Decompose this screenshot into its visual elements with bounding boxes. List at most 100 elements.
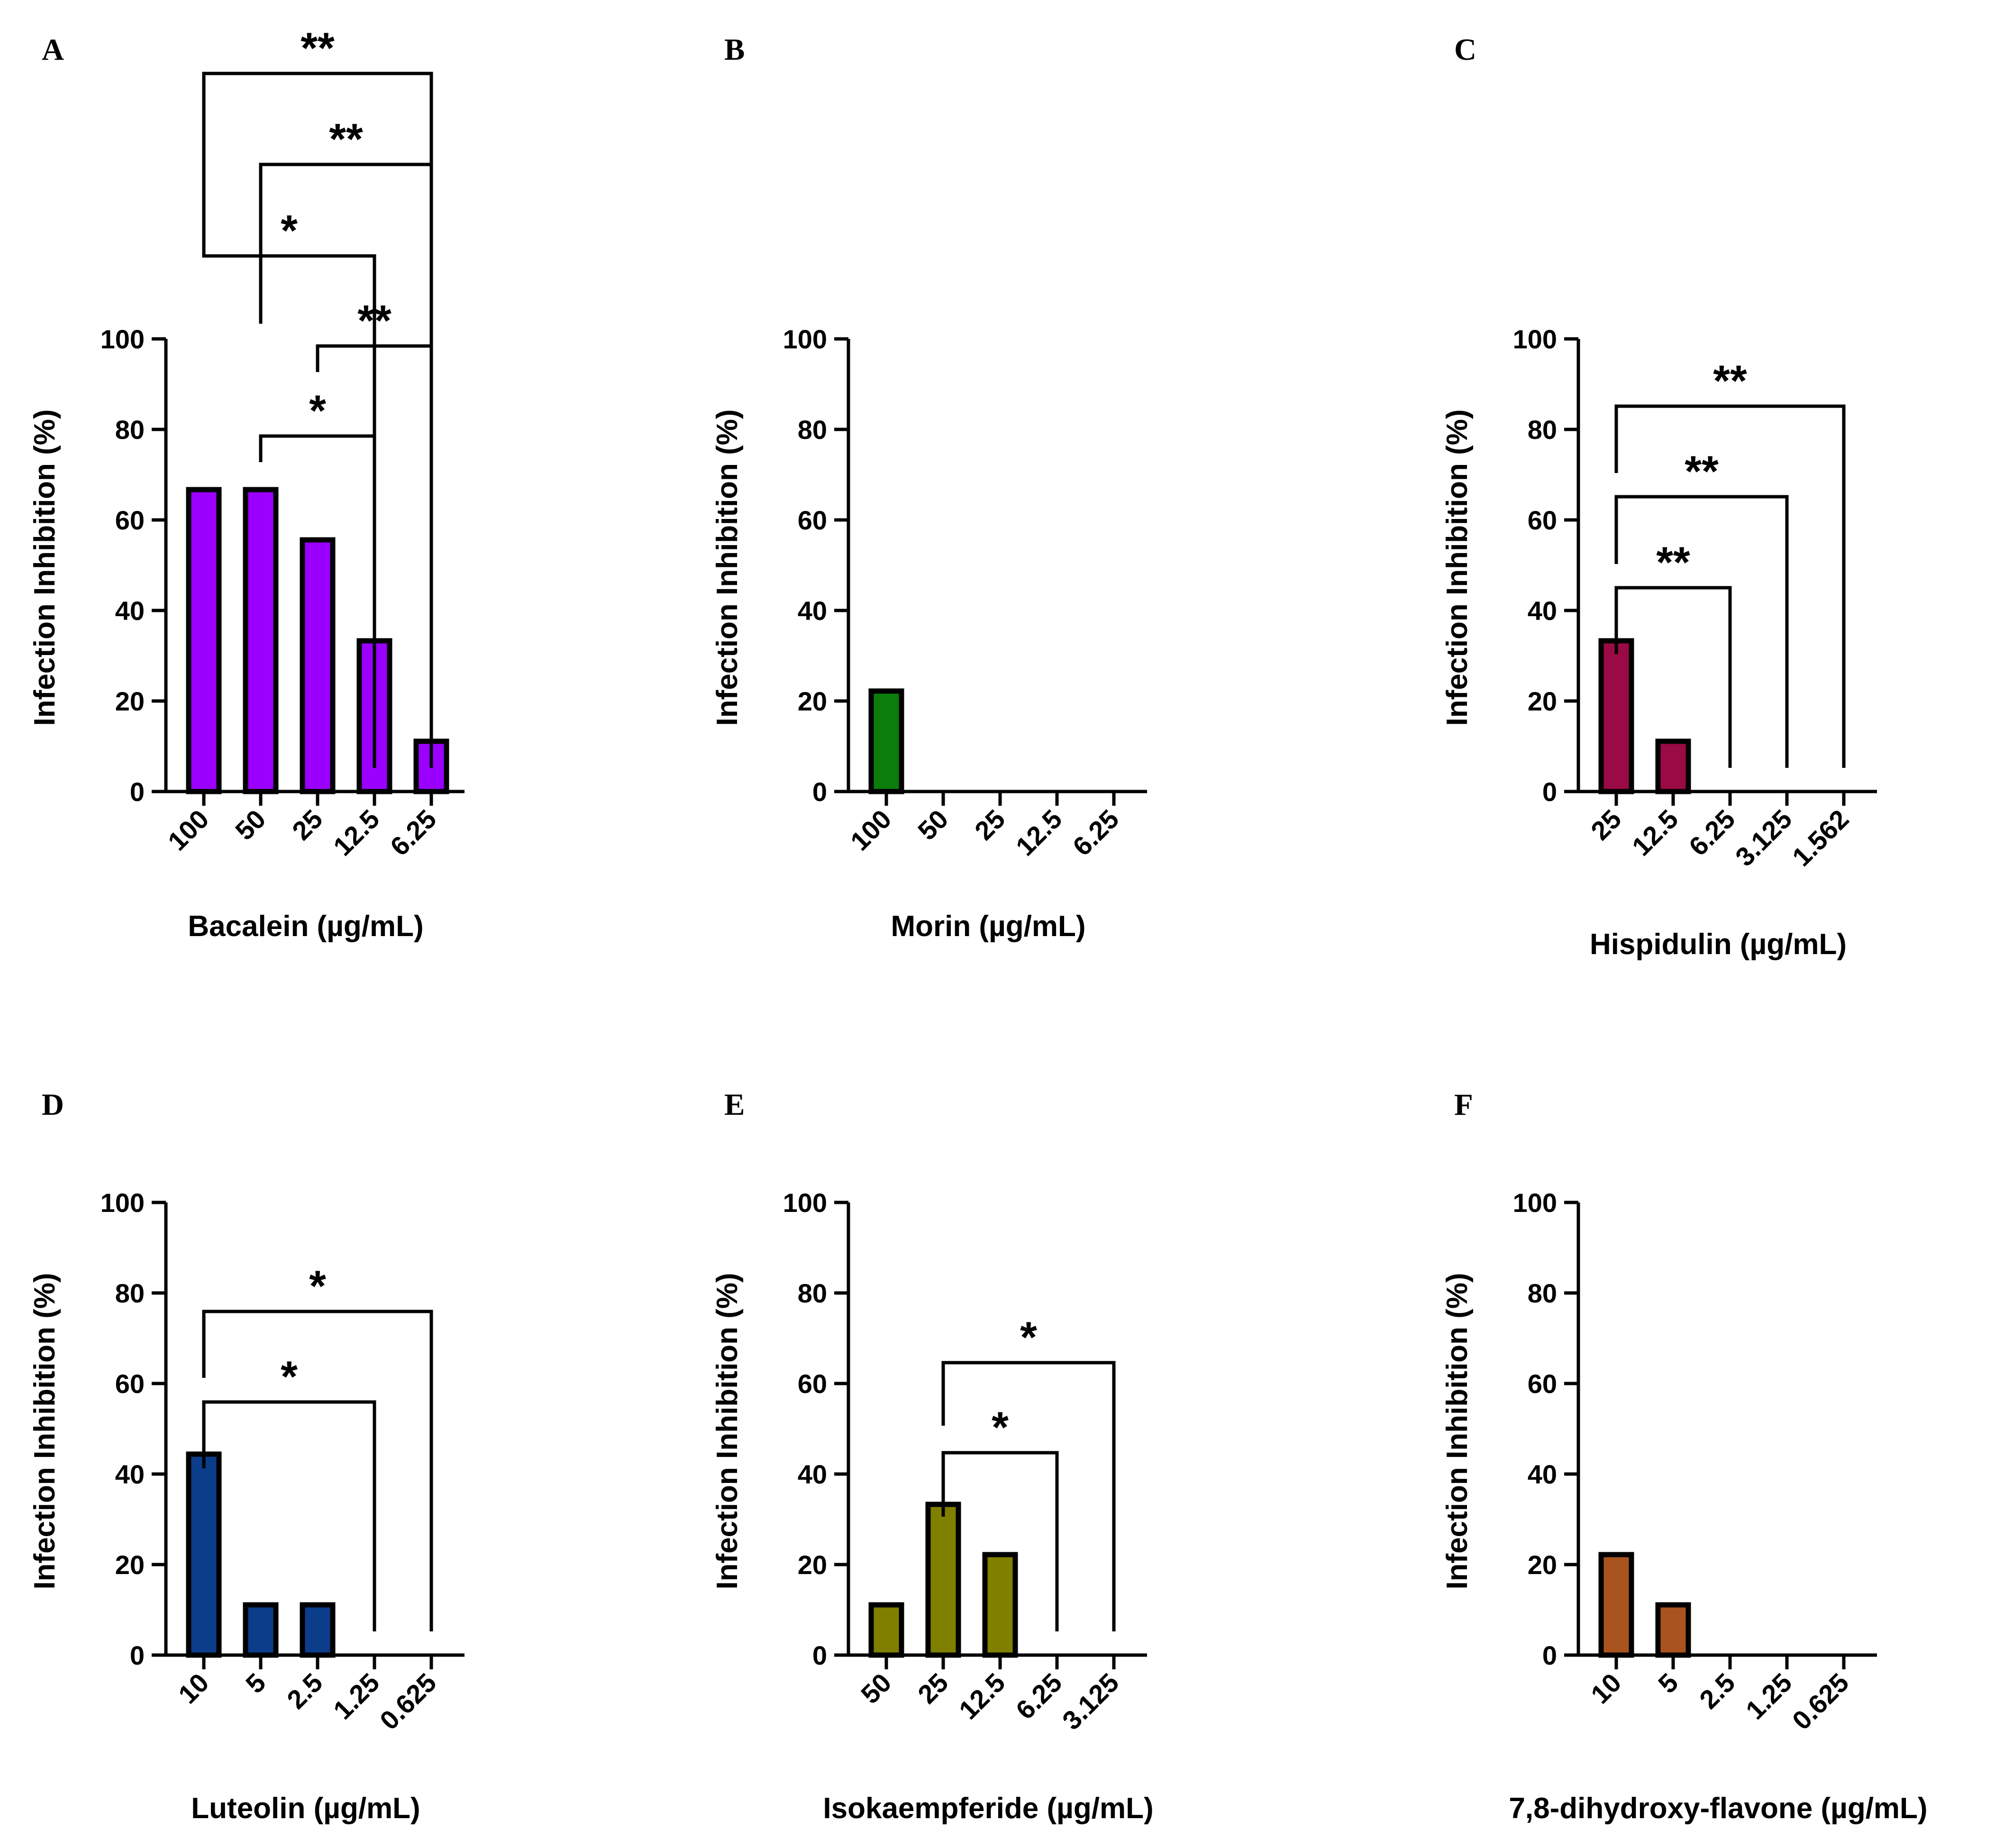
y-tick-label: 20 <box>1528 1550 1557 1580</box>
x-tick-label: 25 <box>1585 804 1627 846</box>
panel-letter: E <box>724 1088 745 1122</box>
x-tick-label: 25 <box>286 804 328 846</box>
y-tick-label: 60 <box>115 505 145 535</box>
x-axis-title: Bacalein (µg/mL) <box>188 910 423 943</box>
x-tick-label: 6.25 <box>384 804 442 862</box>
x-tick-label: 5 <box>1652 1667 1684 1699</box>
significance-bracket <box>1614 586 1732 768</box>
y-tick-label: 20 <box>798 1550 827 1580</box>
y-tick-label: 40 <box>1528 596 1557 626</box>
significance-label: ** <box>1713 357 1747 405</box>
y-tick-label: 80 <box>798 415 827 445</box>
bar <box>982 1552 1018 1658</box>
panel-letter: B <box>724 33 745 67</box>
y-tick-label: 20 <box>115 1550 145 1580</box>
y-tick-label: 40 <box>1528 1459 1557 1489</box>
x-tick-label: 50 <box>855 1667 897 1710</box>
y-tick-label: 100 <box>100 1188 145 1218</box>
y-tick-label: 60 <box>115 1369 145 1399</box>
x-tick-label: 6.25 <box>1067 804 1125 862</box>
x-tick-label: 3.125 <box>1730 804 1798 872</box>
chart-panel-e: E 0 20 40 60 80 100 Infection Inhibition (%) 50 2… <box>711 1088 1154 1825</box>
chart-panel-f: F 0 20 40 60 80 100 Infection Inhibition (%) 10 5… <box>1441 1088 1928 1825</box>
bar <box>300 1602 336 1658</box>
x-tick-label: 12.5 <box>1010 804 1068 862</box>
x-axis-title: Morin (µg/mL) <box>891 910 1085 943</box>
bar <box>186 1451 222 1658</box>
significance-label: * <box>309 1262 326 1311</box>
bar <box>1598 638 1634 794</box>
bar <box>243 1602 279 1658</box>
y-tick-label: 0 <box>130 1640 145 1670</box>
y-tick-label: 20 <box>798 686 827 716</box>
y-tick-label: 60 <box>1528 505 1557 535</box>
significance-bracket <box>316 344 433 768</box>
x-tick-label: 100 <box>845 804 897 856</box>
significance-bracket <box>259 434 376 768</box>
y-tick-label: 0 <box>812 777 827 807</box>
significance-label: ** <box>1656 538 1690 587</box>
chart-panel-a: A 0 20 40 60 80 100 Infection Inhibition (%) 100… <box>28 24 465 943</box>
bar <box>868 1602 904 1658</box>
x-tick-label: 2.5 <box>281 1667 328 1715</box>
bar <box>868 688 904 794</box>
y-tick-label: 0 <box>130 777 145 807</box>
significance-label: * <box>281 1353 298 1401</box>
significance-bracket <box>1614 404 1846 768</box>
significance-bracket <box>202 1400 376 1631</box>
y-axis-title: Infection Inhibition (%) <box>1441 409 1474 726</box>
x-tick-label: 2.5 <box>1694 1667 1741 1715</box>
y-tick-label: 0 <box>1542 777 1557 807</box>
x-tick-label: 100 <box>162 804 215 856</box>
y-axis-title: Infection Inhibition (%) <box>711 1273 744 1589</box>
chart-panel-b: B 0 20 40 60 80 100 Infection Inhibition (%) 100… <box>711 33 1147 943</box>
y-tick-label: 80 <box>1528 415 1557 445</box>
x-tick-label: 10 <box>173 1667 215 1710</box>
y-tick-label: 100 <box>1513 1188 1557 1218</box>
bar <box>1655 738 1691 794</box>
x-tick-label: 12.5 <box>328 804 385 862</box>
y-tick-label: 80 <box>115 415 145 445</box>
x-tick-label: 10 <box>1585 1667 1627 1710</box>
panel-letter: C <box>1454 33 1476 67</box>
significance-bracket <box>1614 495 1789 768</box>
x-axis-title: Hispidulin (µg/mL) <box>1590 928 1847 961</box>
x-tick-label: 0.625 <box>374 1667 442 1736</box>
significance-label: ** <box>329 115 363 164</box>
x-tick-label: 0.625 <box>1786 1667 1855 1736</box>
panel-letter: D <box>42 1088 64 1122</box>
y-tick-label: 60 <box>1528 1369 1557 1399</box>
y-tick-label: 0 <box>812 1640 827 1670</box>
y-tick-label: 100 <box>783 324 827 354</box>
y-tick-label: 20 <box>115 686 145 716</box>
chart-panel-d: D 0 20 40 60 80 100 Infection Inhibition (%) 10 5… <box>28 1088 465 1825</box>
significance-label: * <box>281 207 298 255</box>
y-tick-label: 40 <box>115 1459 145 1489</box>
bar <box>300 537 336 794</box>
significance-label: ** <box>357 297 392 345</box>
panel-letter: A <box>42 33 64 67</box>
bar <box>1655 1602 1691 1658</box>
significance-bracket <box>202 233 376 768</box>
y-axis-title: Infection Inhibition (%) <box>28 409 61 726</box>
y-tick-label: 60 <box>798 1369 827 1399</box>
x-axis-title: 7,8-dihydroxy-flavone (µg/mL) <box>1509 1792 1927 1825</box>
y-tick-label: 100 <box>783 1188 827 1218</box>
significance-label: * <box>992 1403 1009 1452</box>
y-axis-title: Infection Inhibition (%) <box>1441 1273 1474 1589</box>
y-tick-label: 80 <box>1528 1278 1557 1308</box>
bar <box>925 1502 961 1658</box>
x-tick-label: 50 <box>912 804 954 846</box>
y-tick-label: 40 <box>798 596 827 626</box>
bar <box>186 487 222 794</box>
significance-label: ** <box>1685 447 1719 496</box>
y-tick-label: 0 <box>1542 1640 1557 1670</box>
x-axis-title: Isokaempferide (µg/mL) <box>823 1792 1153 1825</box>
significance-label: * <box>1020 1313 1037 1362</box>
significance-label: ** <box>301 24 335 73</box>
y-tick-label: 80 <box>115 1278 145 1308</box>
y-axis-title: Infection Inhibition (%) <box>711 409 744 726</box>
x-tick-label: 3.125 <box>1057 1667 1125 1736</box>
y-tick-label: 40 <box>115 596 145 626</box>
bar <box>1598 1552 1634 1658</box>
